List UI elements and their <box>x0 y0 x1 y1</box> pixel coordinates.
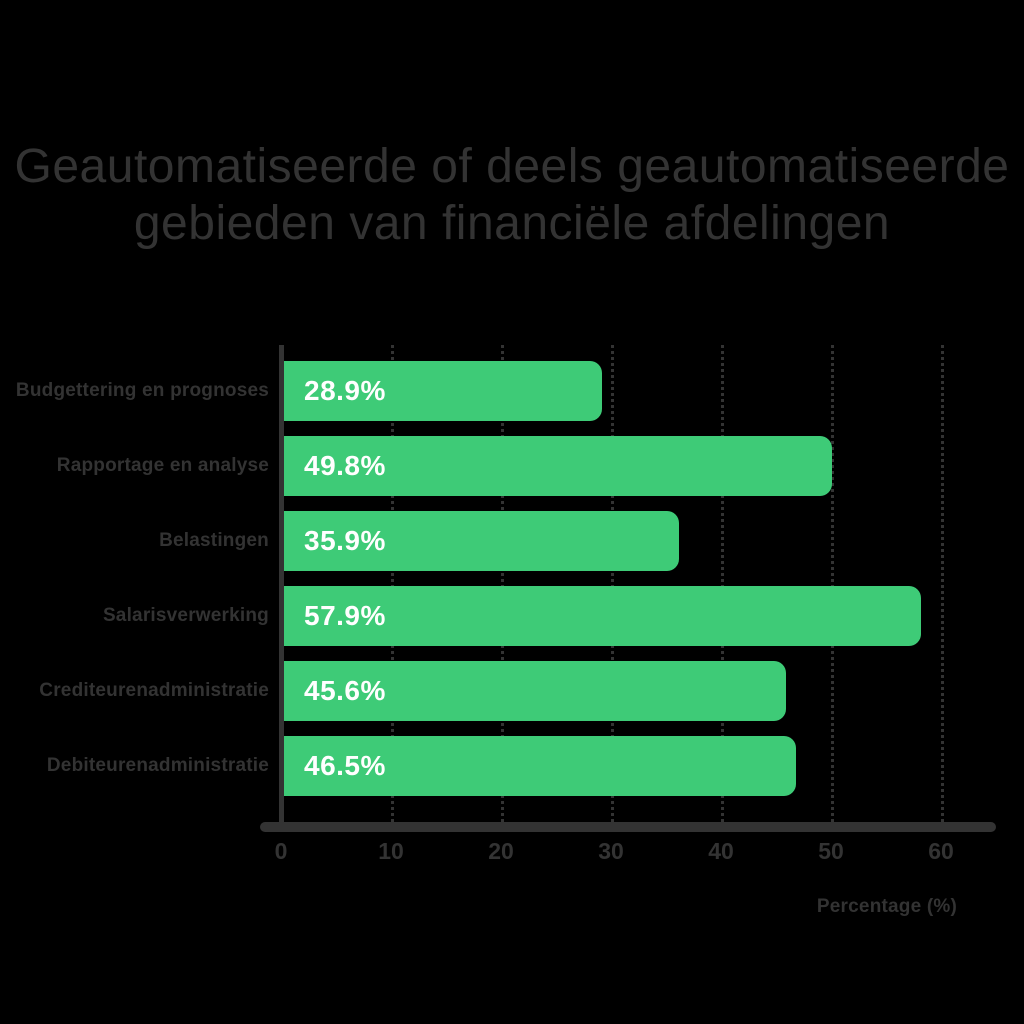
category-label: Debiteurenadministratie <box>46 755 269 776</box>
category-label: Belastingen <box>159 530 269 551</box>
category-label: Rapportage en analyse <box>56 455 269 476</box>
x-tick-label-40: 40 <box>708 838 734 864</box>
category-label: Budgettering en prognoses <box>15 380 269 401</box>
bar-3: 35.9% <box>284 511 679 571</box>
x-tick-label-0: 0 <box>274 838 288 864</box>
bar-value-label: 28.9% <box>304 375 386 406</box>
y-axis-line <box>279 345 284 822</box>
gridline-30 <box>611 345 614 822</box>
gridline-20 <box>501 345 504 822</box>
bar-value-label: 45.6% <box>304 675 386 706</box>
category-label: Salarisverwerking <box>102 605 269 626</box>
bar-6: 46.5% <box>284 736 796 796</box>
category-label: Crediteurenadministratie <box>39 680 269 701</box>
chart-title-line-1: Geautomatiseerde of deels geautomatiseer… <box>14 140 1010 193</box>
plot-area: 28.9% 49.8% 35.9% 57.9% 45.6% 46.5% <box>279 345 997 822</box>
x-tick-label-50: 50 <box>818 838 844 864</box>
bar-2: 49.8% <box>284 436 832 496</box>
gridline-60 <box>941 345 944 822</box>
x-tick-label-20: 20 <box>488 838 514 864</box>
bar-value-label: 49.8% <box>304 450 386 481</box>
gridline-40 <box>721 345 724 822</box>
x-tick-label-60: 60 <box>928 838 954 864</box>
bar-value-label: 35.9% <box>304 525 386 556</box>
x-tick-label-10: 10 <box>378 838 404 864</box>
x-axis-title: Percentage (%) <box>816 896 957 917</box>
gridline-50 <box>831 345 834 822</box>
chart-title-line-2: gebieden van financiële afdelingen <box>133 197 891 250</box>
x-tick-label-30: 30 <box>598 838 624 864</box>
bar-1: 28.9% <box>284 361 602 421</box>
gridline-10 <box>391 345 394 822</box>
x-axis-line <box>260 822 996 832</box>
bar-4: 57.9% <box>284 586 921 646</box>
bar-5: 45.6% <box>284 661 786 721</box>
bar-value-label: 46.5% <box>304 750 386 781</box>
bar-value-label: 57.9% <box>304 600 386 631</box>
chart-title: Geautomatiseerde of deels geautomatiseer… <box>0 138 1024 252</box>
